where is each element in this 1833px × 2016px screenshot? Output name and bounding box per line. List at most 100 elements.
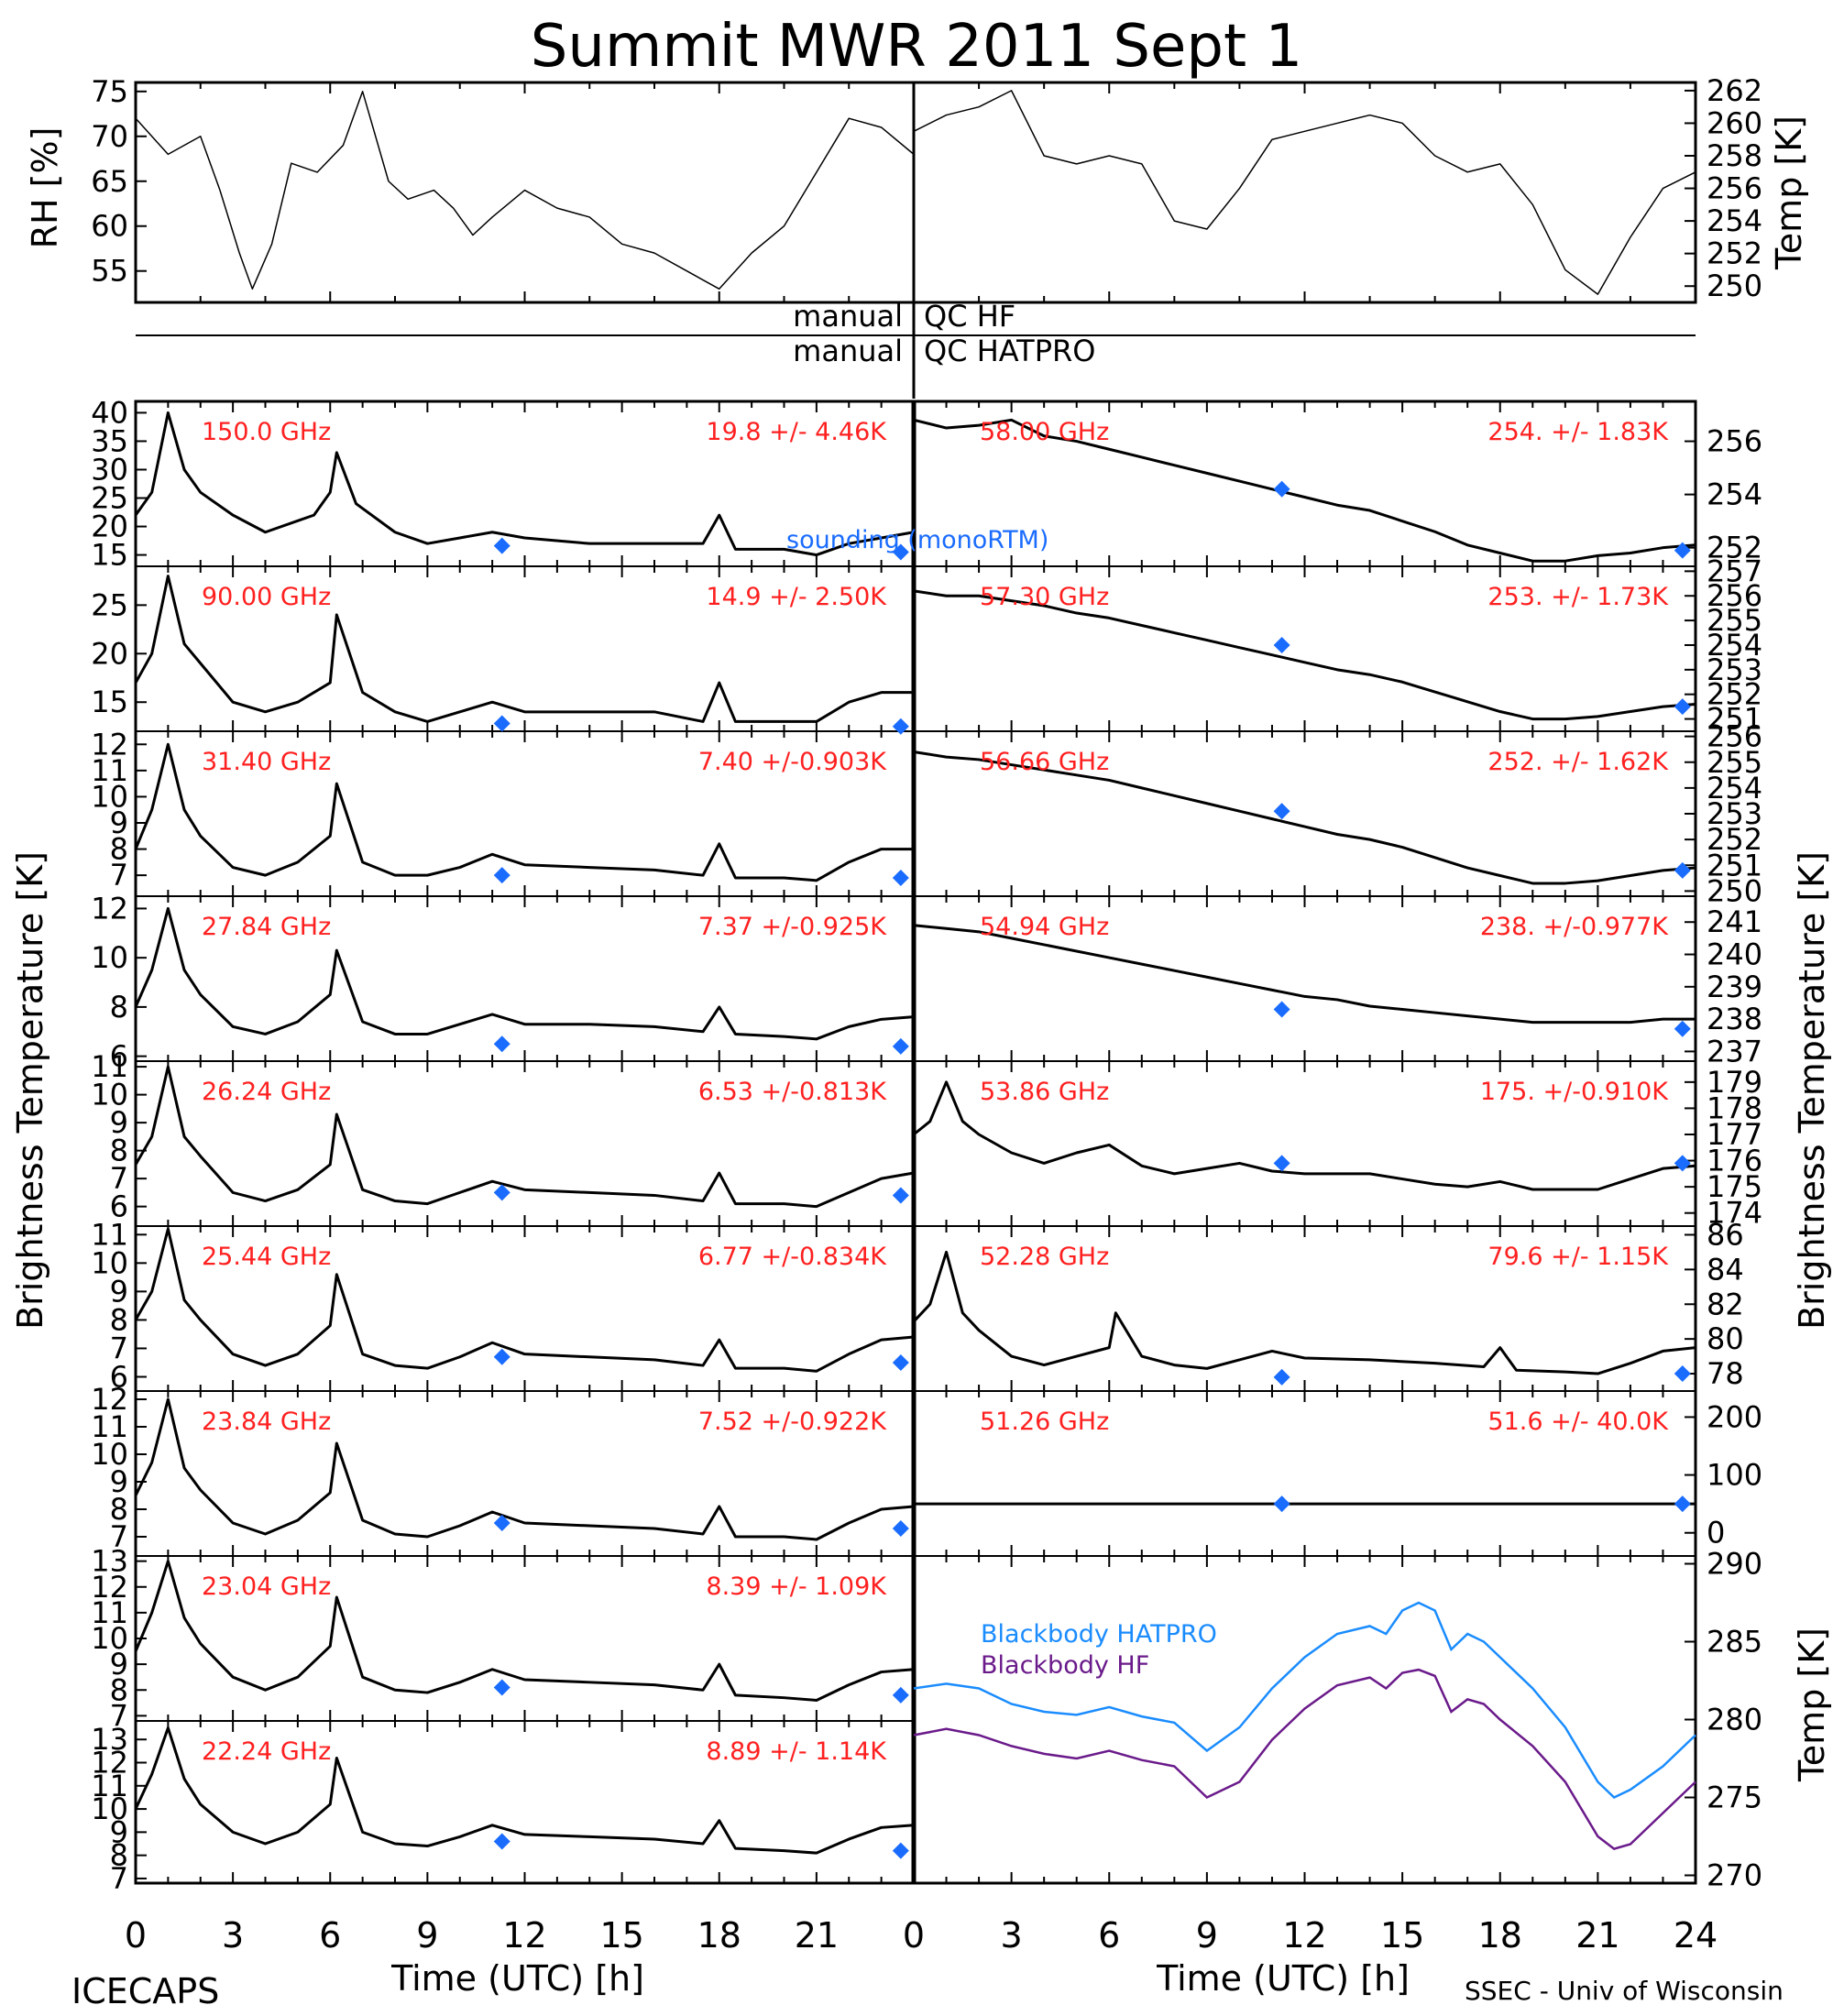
sounding-point-tb-2624 bbox=[493, 1184, 510, 1201]
ytick-label-tb-5386: 179 bbox=[1707, 1065, 1762, 1100]
ytick-label-tb-2544: 11 bbox=[91, 1217, 128, 1252]
ytick-label-temp: 260 bbox=[1707, 105, 1762, 140]
sounding-point-tb-2544 bbox=[892, 1353, 909, 1371]
ytick-label-tb-2224: 11 bbox=[91, 1769, 128, 1803]
sounding-point-tb-5494 bbox=[1674, 1020, 1691, 1037]
ytick-label-rh: 60 bbox=[91, 209, 128, 244]
xtick-label-left: 18 bbox=[697, 1915, 741, 1956]
chart-marks: 150.0 GHz 19.8 +/- 4.46K 90.00 GHz 14.9 +/-… bbox=[134, 90, 1696, 1859]
freq-label-tb-2384: 23.84 GHz bbox=[202, 1408, 331, 1436]
series-line-blackbody-hf bbox=[913, 1668, 1696, 1850]
ytick-label-tb-2544: 9 bbox=[110, 1274, 128, 1309]
ytick-label-tb-2784: 8 bbox=[110, 990, 128, 1024]
ytick-label-tb-5800: 252 bbox=[1707, 531, 1762, 565]
ytick-label-tb-2304: 8 bbox=[110, 1672, 128, 1707]
ytick-label-tb-2304: 10 bbox=[91, 1621, 128, 1656]
ytick-label-tb-2624: 11 bbox=[91, 1049, 128, 1084]
ytick-label-tb-5730: 251 bbox=[1707, 702, 1762, 737]
xtick-label-right: 6 bbox=[1098, 1915, 1120, 1956]
stat-label-tb-31: 7.40 +/-0.903K bbox=[698, 748, 887, 776]
ytick-label-tb-2624: 10 bbox=[91, 1078, 128, 1112]
sounding-point-tb-31 bbox=[892, 870, 909, 886]
ytick-label-tb-2224: 7 bbox=[110, 1861, 128, 1896]
sounding-point-tb-2304 bbox=[892, 1686, 909, 1704]
xtick-label-right: 12 bbox=[1282, 1915, 1326, 1956]
ytick-label-tb-5730: 256 bbox=[1707, 578, 1762, 613]
trace-tb-5730 bbox=[913, 589, 1696, 721]
ytick-label-tb-5666: 253 bbox=[1707, 796, 1762, 831]
ytick-label-tb-2784: 12 bbox=[91, 891, 128, 926]
sounding-point-tb-5666 bbox=[1273, 803, 1290, 820]
xtick-label-left: 6 bbox=[319, 1915, 341, 1956]
stat-label-tb-5800: 254. +/- 1.83K bbox=[1487, 418, 1669, 446]
ytick-label-tb-5666: 251 bbox=[1707, 848, 1762, 882]
ytick-label-tb-2624: 7 bbox=[110, 1161, 128, 1196]
sounding-point-tb-5228 bbox=[1273, 1368, 1290, 1386]
footer-ssec: SSEC - Univ of Wisconsin bbox=[1465, 1976, 1784, 2006]
sounding-point-tb-5800 bbox=[1674, 542, 1691, 559]
stat-label-tb-5126: 51.6 +/- 40.0K bbox=[1487, 1408, 1669, 1436]
xtick-label-right: 15 bbox=[1380, 1915, 1424, 1956]
ytick-label-tb-5666: 252 bbox=[1707, 822, 1762, 857]
ytick-label-tb-5126: 0 bbox=[1707, 1516, 1725, 1550]
ytick-label-tb-31: 12 bbox=[91, 727, 128, 761]
sounding-point-tb-2384 bbox=[892, 1520, 909, 1537]
ytick-label-tb-5228: 84 bbox=[1707, 1252, 1744, 1287]
stat-label-tb-5386: 175. +/-0.910K bbox=[1480, 1078, 1669, 1106]
qc-hatpro-left-label: manual bbox=[793, 334, 903, 368]
sounding-point-tb-5730 bbox=[1273, 636, 1290, 653]
sounding-legend: sounding (monoRTM) bbox=[786, 526, 1048, 554]
freq-label-tb-2784: 27.84 GHz bbox=[202, 913, 331, 941]
freq-label-tb-2224: 22.24 GHz bbox=[202, 1737, 331, 1766]
freq-label-tb-90: 90.00 GHz bbox=[202, 583, 331, 611]
freq-label-tb-5386: 53.86 GHz bbox=[980, 1078, 1109, 1106]
ytick-label-tb-2224: 13 bbox=[91, 1722, 128, 1757]
sounding-point-tb-5386 bbox=[1674, 1155, 1691, 1172]
ytick-label-tb-90: 15 bbox=[91, 685, 128, 719]
sounding-point-tb-5666 bbox=[1674, 861, 1691, 879]
ytick-label-tb-5800: 256 bbox=[1707, 424, 1762, 459]
ytick-label-tb-2384: 9 bbox=[110, 1464, 128, 1499]
ytick-label-tb-31: 7 bbox=[110, 858, 128, 893]
ytick-label-rh: 75 bbox=[91, 74, 128, 109]
trace-rh bbox=[135, 91, 915, 290]
sounding-point-tb-2304 bbox=[493, 1679, 510, 1696]
ytick-label-tb-31: 10 bbox=[91, 779, 128, 814]
series-line-blackbody-hatpro bbox=[913, 1601, 1696, 1800]
xtick-label-left: 9 bbox=[416, 1915, 438, 1956]
ytick-label-tb-5228: 80 bbox=[1707, 1321, 1744, 1356]
sounding-point-tb-2224 bbox=[892, 1842, 909, 1859]
trace-temp bbox=[913, 90, 1696, 295]
ytick-label-tb-2544: 6 bbox=[110, 1359, 128, 1394]
freq-label-tb-5126: 51.26 GHz bbox=[980, 1408, 1109, 1436]
trace-tb-5228 bbox=[912, 1250, 1696, 1375]
ytick-label-tb-150: 20 bbox=[91, 509, 128, 544]
ytick-label-tb-5666: 256 bbox=[1707, 719, 1762, 754]
xtick-label-right: 0 bbox=[903, 1915, 925, 1956]
sounding-point-tb-2384 bbox=[493, 1515, 510, 1531]
ytick-label-temp: 252 bbox=[1707, 236, 1762, 271]
ytick-label-tb-5730: 254 bbox=[1707, 628, 1762, 663]
ytick-label-tb-5494: 239 bbox=[1707, 970, 1762, 1004]
legend-hatpro: Blackbody HATPRO bbox=[981, 1620, 1217, 1649]
xlabel-right: Time (UTC) [h] bbox=[1156, 1958, 1410, 1999]
ytick-label-tb-150: 30 bbox=[91, 452, 128, 487]
ytick-label-tb-5386: 176 bbox=[1707, 1144, 1762, 1178]
xlabel-left: Time (UTC) [h] bbox=[390, 1958, 644, 1999]
freq-label-tb-5666: 56.66 GHz bbox=[980, 748, 1109, 776]
xtick-label-right: 21 bbox=[1575, 1915, 1619, 1956]
stat-label-tb-5228: 79.6 +/- 1.15K bbox=[1487, 1243, 1669, 1271]
stat-label-tb-2544: 6.77 +/-0.834K bbox=[698, 1243, 887, 1271]
freq-label-tb-150: 150.0 GHz bbox=[202, 418, 331, 446]
stat-label-tb-2784: 7.37 +/-0.925K bbox=[698, 913, 887, 941]
ytick-label-tb-2304: 7 bbox=[110, 1698, 128, 1733]
freq-label-tb-5800: 58.00 GHz bbox=[980, 418, 1109, 446]
ytick-label-blackbody: 290 bbox=[1707, 1547, 1762, 1582]
trace-tb-2624 bbox=[134, 1065, 915, 1209]
sounding-point-tb-5730 bbox=[1674, 698, 1691, 716]
ytick-label-blackbody: 285 bbox=[1707, 1625, 1762, 1660]
stat-label-tb-90: 14.9 +/- 2.50K bbox=[706, 583, 887, 611]
xtick-label-right: 24 bbox=[1674, 1915, 1718, 1956]
ytick-label-rh: 65 bbox=[91, 164, 128, 199]
ytick-label-blackbody: 280 bbox=[1707, 1703, 1762, 1737]
